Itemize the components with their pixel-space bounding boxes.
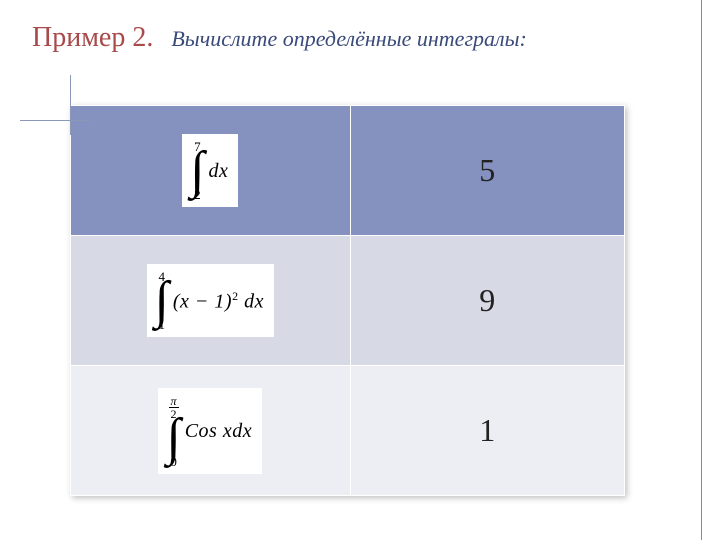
example-subtitle: Вычислите определённые интегралы:: [171, 26, 527, 51]
result-cell-3: 1: [350, 366, 624, 496]
table-row: π2 ∫ 0 Cos xdx 1: [71, 366, 625, 496]
table-row: 7 ∫ 2 dx 5: [71, 106, 625, 236]
table-container: 7 ∫ 2 dx 5 4 ∫ 1: [70, 105, 625, 496]
int-lower: 0: [170, 455, 177, 468]
int-lower: 1: [158, 318, 165, 331]
decor-right-line: [701, 0, 702, 540]
integrals-table: 7 ∫ 2 dx 5 4 ∫ 1: [70, 105, 625, 496]
integral-cell-2: 4 ∫ 1 (x − 1)2 dx: [71, 236, 351, 366]
integrand: Cos xdx: [185, 421, 252, 441]
integral-sign-icon: ∫: [155, 281, 169, 320]
integral-1: 7 ∫ 2 dx: [182, 134, 238, 207]
result-cell-2: 9: [350, 236, 624, 366]
integral-2: 4 ∫ 1 (x − 1)2 dx: [147, 264, 274, 337]
decor-cross-v: [70, 75, 71, 135]
heading: Пример 2. Вычислите определённые интегра…: [0, 0, 720, 54]
integral-sign-icon: ∫: [190, 151, 204, 190]
integral-3: π2 ∫ 0 Cos xdx: [158, 388, 262, 474]
result-cell-1: 5: [350, 106, 624, 236]
integral-cell-3: π2 ∫ 0 Cos xdx: [71, 366, 351, 496]
table-row: 4 ∫ 1 (x − 1)2 dx 9: [71, 236, 625, 366]
integral-cell-1: 7 ∫ 2 dx: [71, 106, 351, 236]
int-lower: 2: [194, 188, 201, 201]
example-number: Пример 2.: [32, 22, 153, 53]
integral-sign-icon: ∫: [166, 418, 180, 457]
decor-cross-h: [20, 120, 90, 121]
integrand: (x − 1)2 dx: [173, 290, 264, 312]
integrand: dx: [208, 161, 228, 181]
